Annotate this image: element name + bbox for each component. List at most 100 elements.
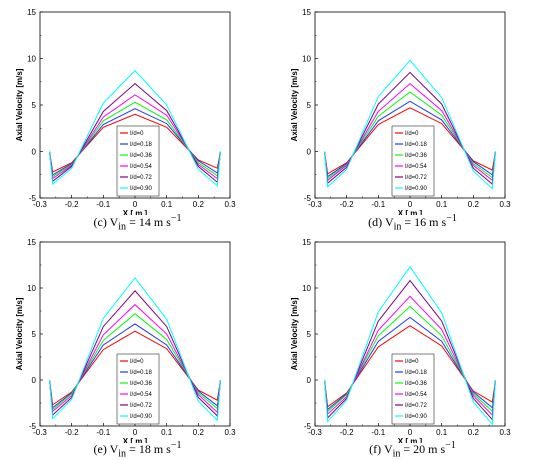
y-tick-label: 15: [27, 238, 36, 247]
legend-box: [116, 125, 160, 197]
x-tick-label: -0.1: [96, 200, 110, 209]
caption-prefix: (e) V: [93, 442, 119, 456]
series-line: [324, 82, 496, 182]
legend-label: I/d=0.72: [130, 175, 153, 181]
legend-label: I/d=0.72: [130, 403, 153, 409]
y-tick-label: 5: [32, 330, 37, 339]
x-tick-label: 0.2: [468, 428, 480, 437]
series-line: [324, 71, 496, 186]
y-axis-label: Axial Velocity [m/s]: [15, 297, 24, 370]
caption-d: (d) Vin = 16 m s−1: [275, 213, 550, 232]
caption-sub: in: [118, 221, 127, 233]
legend-label: I/d=0.90: [130, 414, 153, 420]
legend-box: [391, 125, 435, 197]
chart-d: -0.3 -0.2 -0.1 0 0.1 0.2 0.3 -5 0 5 10 15 X [ m ] Axi…: [290, 8, 511, 215]
x-tick-label: -0.3: [33, 200, 47, 209]
legend-label: I/d=0: [130, 131, 144, 137]
caption-rest: = 20 m s: [400, 442, 446, 456]
caption-e: (e) Vin = 18 m s−1: [0, 440, 275, 459]
x-tick-label: 0.1: [161, 428, 173, 437]
series-line: [49, 82, 221, 184]
x-tick-label: 0.2: [193, 428, 205, 437]
x-axis-label: X [ m ]: [398, 209, 423, 215]
y-tick-label: 10: [27, 284, 36, 293]
legend-label: I/d=0.36: [405, 381, 428, 387]
series-line: [49, 303, 221, 414]
caption-c: (c) Vin = 14 m s−1: [0, 213, 275, 232]
panel-d: -0.3 -0.2 -0.1 0 0.1 0.2 0.3 -5 0 5 10 15 X [ m ] Axi…: [275, 0, 550, 232]
series-line: [49, 330, 221, 406]
x-tick-label: -0.2: [65, 200, 79, 209]
legend-label: I/d=0.90: [130, 186, 153, 192]
legend-label: I/d=0.72: [405, 403, 428, 409]
caption-rest: = 18 m s: [126, 442, 171, 456]
legend-label: I/d=0.18: [130, 142, 153, 148]
x-tick-label: 0.1: [161, 200, 173, 209]
y-tick-label: 10: [27, 55, 36, 64]
y-tick-label: 0: [307, 148, 312, 157]
series-line: [324, 279, 496, 421]
legend-label: I/d=0.18: [130, 370, 153, 376]
y-tick-label: 15: [302, 238, 311, 247]
caption-sup: −1: [170, 213, 182, 224]
y-tick-label: 15: [27, 8, 36, 17]
x-tick-label: -0.1: [371, 428, 385, 437]
caption-sup: −1: [446, 213, 457, 224]
x-tick-label: 0: [408, 200, 413, 209]
panel-c: -0.3 -0.2 -0.1 0 0.1 0.2 0.3 -5 0 5 10 15 X [ m ] Axi…: [0, 0, 275, 232]
y-tick-label: -5: [29, 194, 37, 203]
x-tick-label: -0.3: [33, 428, 47, 437]
x-tick-label: 0: [408, 428, 413, 437]
y-tick-label: 0: [32, 148, 37, 157]
legend-box: [391, 353, 435, 425]
series-line: [49, 108, 221, 176]
x-tick-label: 0: [133, 200, 138, 209]
legend-label: I/d=0.90: [405, 186, 428, 192]
panel-f: -0.3 -0.2 -0.1 0 0.1 0.2 0.3 -5 0 5 10 15 X [ m ] Axi…: [275, 230, 550, 460]
series-line: [324, 107, 496, 175]
x-tick-label: 0.1: [436, 428, 448, 437]
caption-sub: in: [393, 221, 402, 233]
x-tick-label: -0.3: [308, 200, 322, 209]
series-line: [49, 277, 221, 422]
panel-e: -0.3 -0.2 -0.1 0 0.1 0.2 0.3 -5 0 5 10 15 X [ m ] Axi…: [0, 230, 275, 460]
series-line: [324, 59, 496, 190]
y-axis-label: Axial Velocity [m/s]: [290, 297, 299, 370]
y-tick-label: -5: [304, 194, 312, 203]
y-tick-label: -5: [304, 422, 312, 431]
y-tick-label: 5: [32, 101, 37, 110]
legend-box: [116, 353, 160, 425]
chart-e: -0.3 -0.2 -0.1 0 0.1 0.2 0.3 -5 0 5 10 15 X [ m ] Axi…: [15, 238, 236, 443]
legend-label: I/d=0: [130, 359, 144, 365]
x-tick-label: 0.1: [436, 200, 448, 209]
caption-prefix: (c) V: [93, 215, 119, 229]
x-tick-label: 0.2: [193, 200, 205, 209]
legend-label: I/d=0: [405, 131, 419, 137]
y-axis-label: Axial Velocity [m/s]: [290, 68, 299, 141]
series-line: [324, 91, 496, 180]
series-line: [49, 290, 221, 417]
legend-label: I/d=0: [405, 359, 419, 365]
legend-label: I/d=0.18: [405, 142, 428, 148]
y-tick-label: 0: [307, 376, 312, 385]
caption-sub: in: [118, 448, 127, 460]
caption-rest: = 14 m s: [126, 215, 171, 229]
y-tick-label: 0: [32, 376, 37, 385]
x-tick-label: 0.2: [468, 200, 480, 209]
x-tick-label: -0.1: [96, 428, 110, 437]
y-tick-label: 5: [307, 330, 312, 339]
series-line: [324, 316, 496, 411]
legend-label: I/d=0.54: [130, 392, 153, 398]
x-tick-label: -0.2: [340, 428, 354, 437]
x-tick-label: -0.1: [371, 200, 385, 209]
caption-rest: = 16 m s: [401, 215, 447, 229]
chart-c: -0.3 -0.2 -0.1 0 0.1 0.2 0.3 -5 0 5 10 15 X [ m ] Axi…: [15, 8, 236, 215]
series-line: [49, 313, 221, 411]
caption-f: (f) Vin = 20 m s−1: [275, 440, 550, 459]
caption-prefix: (d) V: [368, 215, 394, 229]
series-line: [49, 94, 221, 180]
caption-sub: in: [392, 448, 401, 460]
series-line: [324, 100, 496, 178]
legend-label: I/d=0.54: [405, 392, 428, 398]
caption-prefix: (f) V: [369, 442, 393, 456]
